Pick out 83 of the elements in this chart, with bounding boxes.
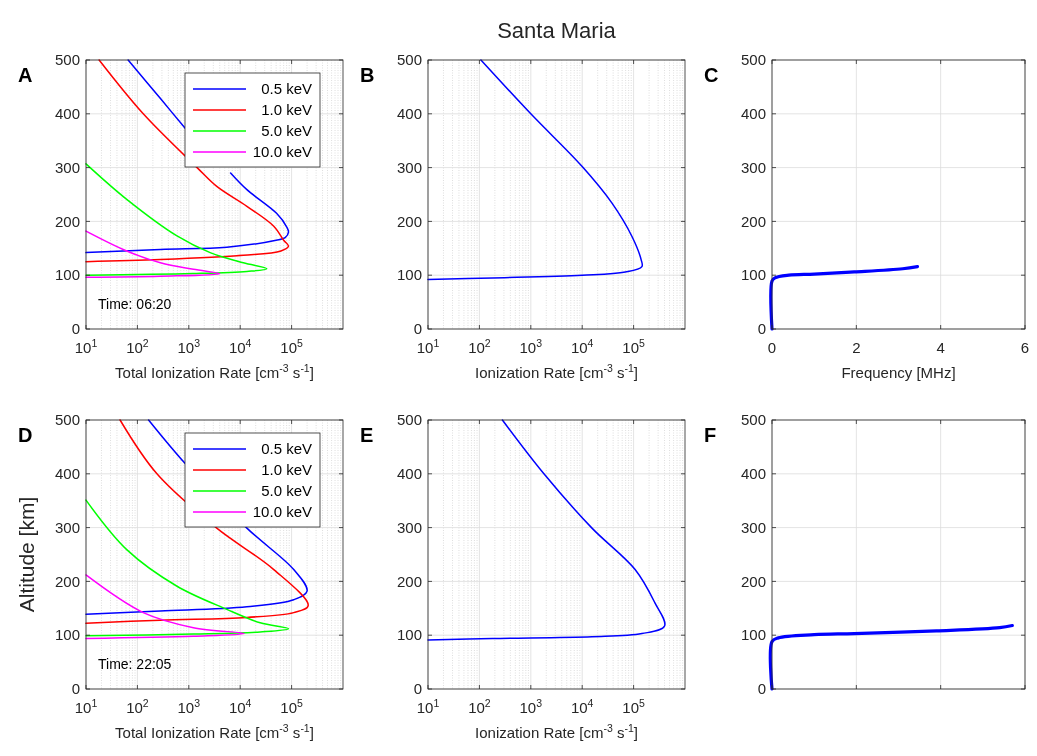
y-tick-label: 500: [740, 411, 766, 429]
y-tick-label: 200: [396, 212, 422, 230]
x-axis-title: Ionization Rate [cm$^{-3}$ s$^{-1}$]: [475, 722, 638, 741]
x-axis-title: Total Ionization Rate [cm$^{-3}$ s$^{-1}$]: [115, 362, 314, 381]
y-tick-label: 300: [54, 518, 80, 536]
y-tick-label: 400: [396, 465, 422, 483]
x-tick-label: 10$^{1}$: [74, 697, 98, 716]
legend-label: 1.0 keV: [261, 461, 312, 479]
y-tick-label: 100: [396, 626, 422, 644]
legend-label: 5.0 keV: [261, 482, 312, 500]
y-tick-label: 0: [71, 320, 80, 338]
y-tick-label: 200: [740, 212, 766, 230]
legend-label: 0.5 keV: [261, 80, 312, 98]
y-tick-label: 100: [54, 626, 80, 644]
x-tick-label: 10$^{1}$: [416, 697, 440, 716]
y-tick-label: 400: [740, 465, 766, 483]
x-tick-label: 10$^{1}$: [74, 337, 98, 356]
x-tick-label: 10$^{2}$: [126, 337, 149, 356]
x-axis-title: Total Ionization Rate [cm$^{-3}$ s$^{-1}$]: [115, 722, 314, 741]
y-tick-label: 200: [396, 572, 422, 590]
x-tick-label: 10$^{5}$: [280, 337, 304, 356]
x-tick-label: 2: [852, 339, 861, 356]
y-tick-label: 400: [54, 105, 80, 123]
legend-label: 10.0 keV: [252, 143, 312, 161]
y-tick-label: 500: [396, 411, 422, 429]
x-tick-label: 10$^{4}$: [570, 337, 594, 356]
legend-label: 1.0 keV: [261, 101, 312, 119]
x-tick-label: 10$^{2}$: [126, 697, 149, 716]
x-tick-label: 10$^{3}$: [177, 337, 201, 356]
text: E: [360, 424, 374, 446]
y-tick-label: 0: [757, 320, 766, 338]
annotation: Time: 22:05: [98, 656, 172, 672]
y-tick-label: 300: [396, 518, 422, 536]
y-tick-label: 300: [740, 518, 766, 536]
x-tick-label: 10$^{3}$: [519, 697, 543, 716]
text: F: [704, 424, 717, 446]
y-tick-label: 0: [71, 680, 80, 698]
y-tick-label: 500: [396, 51, 422, 69]
x-tick-label: 10$^{5}$: [280, 697, 304, 716]
y-tick-label: 500: [740, 51, 766, 69]
text: C: [704, 64, 719, 86]
y-tick-label: 500: [54, 51, 80, 69]
y-tick-label: 200: [54, 212, 80, 230]
y-tick-label: 300: [54, 158, 80, 176]
x-tick-label: 10$^{1}$: [416, 337, 440, 356]
y-tick-label: 500: [54, 411, 80, 429]
text: B: [360, 64, 375, 86]
y-tick-label: 300: [740, 158, 766, 176]
y-tick-label: 400: [54, 465, 80, 483]
text: D: [18, 424, 33, 446]
y-tick-label: 100: [740, 266, 766, 284]
annotation: Time: 06:20: [98, 296, 172, 312]
legend-label: 10.0 keV: [252, 503, 312, 521]
x-tick-label: 10$^{2}$: [468, 697, 491, 716]
legend-label: 5.0 keV: [261, 122, 312, 140]
x-tick-label: 10$^{2}$: [468, 337, 491, 356]
y-tick-label: 100: [740, 626, 766, 644]
x-tick-label: 10$^{5}$: [622, 337, 646, 356]
text: A: [18, 64, 33, 86]
x-tick-label: 6: [1020, 339, 1030, 356]
y-tick-label: 300: [396, 158, 422, 176]
x-tick-label: 10$^{3}$: [177, 697, 201, 716]
x-tick-label: 4: [936, 339, 945, 356]
x-axis-title: Ionization Rate [cm$^{-3}$ s$^{-1}$]: [475, 362, 638, 381]
x-tick-label: 10$^{5}$: [622, 697, 646, 716]
x-tick-label: 10$^{3}$: [519, 337, 543, 356]
x-axis-title: Frequency [MHz]: [841, 364, 956, 381]
x-tick-label: 10$^{4}$: [228, 337, 252, 356]
y-tick-label: 400: [740, 105, 766, 123]
x-tick-label: 10$^{4}$: [228, 697, 252, 716]
y-tick-label: 100: [54, 266, 80, 284]
y-tick-label: 100: [396, 266, 422, 284]
x-tick-label: 10$^{4}$: [570, 697, 594, 716]
y-tick-label: 0: [413, 320, 422, 338]
legend-label: 0.5 keV: [261, 440, 312, 458]
y-tick-label: 0: [757, 680, 766, 698]
line-series: [769, 264, 920, 331]
y-tick-label: 0: [413, 680, 422, 698]
y-tick-label: 200: [740, 572, 766, 590]
chart-title: Santa Maria: [497, 18, 617, 43]
y-tick-label: 200: [54, 572, 80, 590]
y-axis-title: Altitude [km]: [15, 496, 38, 613]
y-tick-label: 400: [396, 105, 422, 123]
